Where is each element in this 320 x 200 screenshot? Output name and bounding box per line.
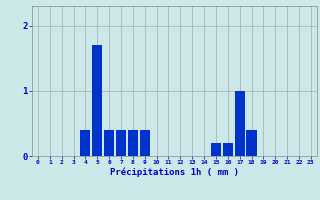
Bar [92,45,102,156]
Bar [140,130,150,156]
Bar [246,130,257,156]
Bar [128,130,138,156]
Bar [104,130,114,156]
X-axis label: Précipitations 1h ( mm ): Précipitations 1h ( mm ) [110,168,239,177]
Bar [116,130,126,156]
Bar [211,143,221,156]
Bar [235,91,245,156]
Bar [80,130,91,156]
Bar [223,143,233,156]
